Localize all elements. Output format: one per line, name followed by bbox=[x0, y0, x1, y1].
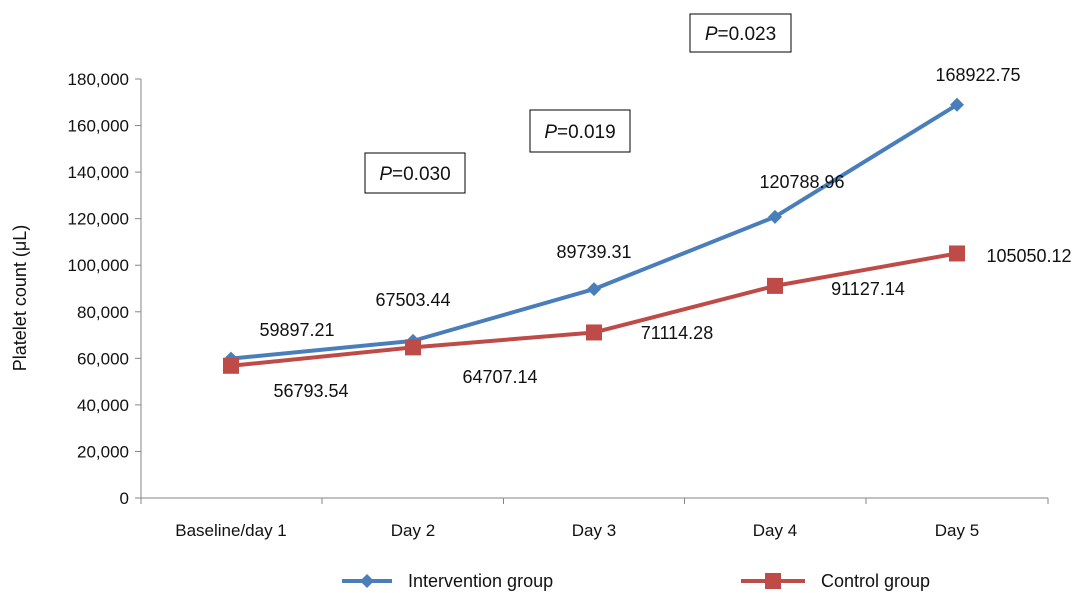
y-axis: 0 20,000 40,000 60,000 80,000 100,000 120,000 1… bbox=[68, 70, 142, 508]
series-lines bbox=[223, 97, 965, 374]
y-tick-label: 20,000 bbox=[77, 442, 129, 461]
control-point bbox=[949, 245, 965, 262]
p-value: =0.023 bbox=[718, 24, 777, 45]
control-data-label: 56793.54 bbox=[273, 381, 348, 401]
y-tick-label: 60,000 bbox=[77, 349, 129, 368]
legend-square-marker bbox=[765, 573, 781, 589]
legend-intervention-label: Intervention group bbox=[408, 571, 553, 591]
control-data-label: 64707.14 bbox=[462, 367, 537, 387]
control-data-label: 105050.12 bbox=[986, 246, 1071, 266]
control-point bbox=[586, 324, 602, 341]
control-point bbox=[767, 277, 783, 294]
legend-control-label: Control group bbox=[821, 571, 930, 591]
x-tick-label: Day 3 bbox=[572, 521, 616, 540]
intervention-data-label: 89739.31 bbox=[556, 242, 631, 262]
p-symbol: P bbox=[379, 164, 392, 185]
y-tick-label: 100,000 bbox=[68, 256, 129, 275]
p-symbol: P bbox=[544, 122, 557, 143]
intervention-data-label: 59897.21 bbox=[259, 320, 334, 340]
intervention-data-label: 67503.44 bbox=[375, 290, 450, 310]
y-tick-label: 80,000 bbox=[77, 303, 129, 322]
y-tick-label: 160,000 bbox=[68, 117, 129, 136]
control-point bbox=[405, 339, 421, 356]
y-tick-label: 140,000 bbox=[68, 163, 129, 182]
y-axis-title: Platelet count (μL) bbox=[10, 225, 30, 371]
p-value: =0.030 bbox=[392, 164, 451, 185]
p-value-text: P=0.030 bbox=[379, 164, 450, 185]
x-tick-label: Baseline/day 1 bbox=[175, 521, 287, 540]
intervention-point bbox=[768, 209, 782, 224]
intervention-data-label: 168922.75 bbox=[935, 65, 1020, 85]
y-tick-label: 0 bbox=[120, 489, 129, 508]
control-point bbox=[223, 357, 239, 374]
data-labels: 59897.21 67503.44 89739.31 120788.96 168922.… bbox=[259, 65, 1071, 401]
p-value-text: P=0.023 bbox=[705, 24, 776, 45]
x-tick-label: Day 5 bbox=[935, 521, 979, 540]
p-symbol: P bbox=[705, 24, 718, 45]
control-data-label: 71114.28 bbox=[641, 323, 713, 343]
p-value-box bbox=[689, 13, 792, 53]
y-tick-label: 120,000 bbox=[68, 210, 129, 229]
intervention-data-label: 120788.96 bbox=[759, 172, 844, 192]
intervention-point bbox=[950, 97, 964, 112]
intervention-point bbox=[587, 282, 601, 297]
x-tick-label: Day 4 bbox=[753, 521, 797, 540]
p-value-text: P=0.019 bbox=[544, 122, 615, 143]
control-data-label: 91127.14 bbox=[831, 279, 905, 299]
p-value: =0.019 bbox=[557, 122, 616, 143]
p-value-box bbox=[529, 109, 631, 153]
y-tick-label: 40,000 bbox=[77, 396, 129, 415]
x-axis: Baseline/day 1 Day 2 Day 3 Day 4 Day 5 bbox=[140, 497, 1049, 540]
y-tick-label: 180,000 bbox=[68, 70, 129, 89]
x-tick-label: Day 2 bbox=[391, 521, 435, 540]
legend: Intervention group Control group bbox=[342, 571, 930, 591]
legend-diamond-marker bbox=[360, 574, 374, 588]
p-value-box bbox=[364, 152, 466, 194]
